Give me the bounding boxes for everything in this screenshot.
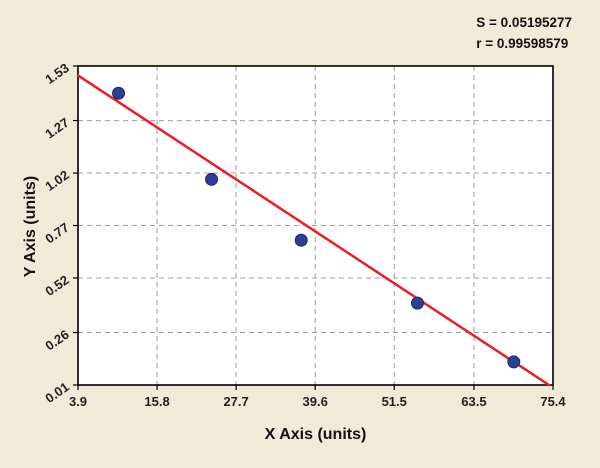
y-tick-label: 0.26	[42, 327, 71, 354]
data-point	[205, 172, 219, 186]
x-tick-label: 15.8	[144, 394, 169, 409]
x-tick-label: 75.4	[540, 394, 566, 409]
x-tick-label: 51.5	[382, 394, 407, 409]
x-tick-label: 3.9	[69, 394, 87, 409]
y-tick-label: 0.77	[42, 220, 71, 247]
y-axis-label: Y Axis (units)	[22, 175, 39, 278]
x-tick-label: 27.7	[223, 394, 248, 409]
x-tick-label: 63.5	[461, 394, 486, 409]
y-tick-label: 0.01	[42, 379, 71, 406]
data-point	[112, 86, 126, 100]
regression-line	[76, 74, 551, 387]
r-value: r = 0.99598579	[476, 35, 569, 51]
x-tick-label: 39.6	[303, 394, 328, 409]
plot-border	[77, 65, 554, 386]
s-value: S = 0.05195277	[476, 15, 572, 30]
y-tick-label: 1.53	[42, 60, 71, 87]
y-tick-label: 1.27	[42, 115, 71, 142]
x-axis-label: X Axis (units)	[264, 426, 367, 443]
y-tick-label: 0.52	[42, 272, 71, 299]
data-point	[294, 233, 308, 247]
y-tick-label: 1.02	[42, 167, 71, 194]
stats-annotation: S = 0.05195277 r = 0.99598579	[476, 13, 572, 55]
data-point	[410, 296, 424, 310]
data-point	[507, 355, 521, 369]
